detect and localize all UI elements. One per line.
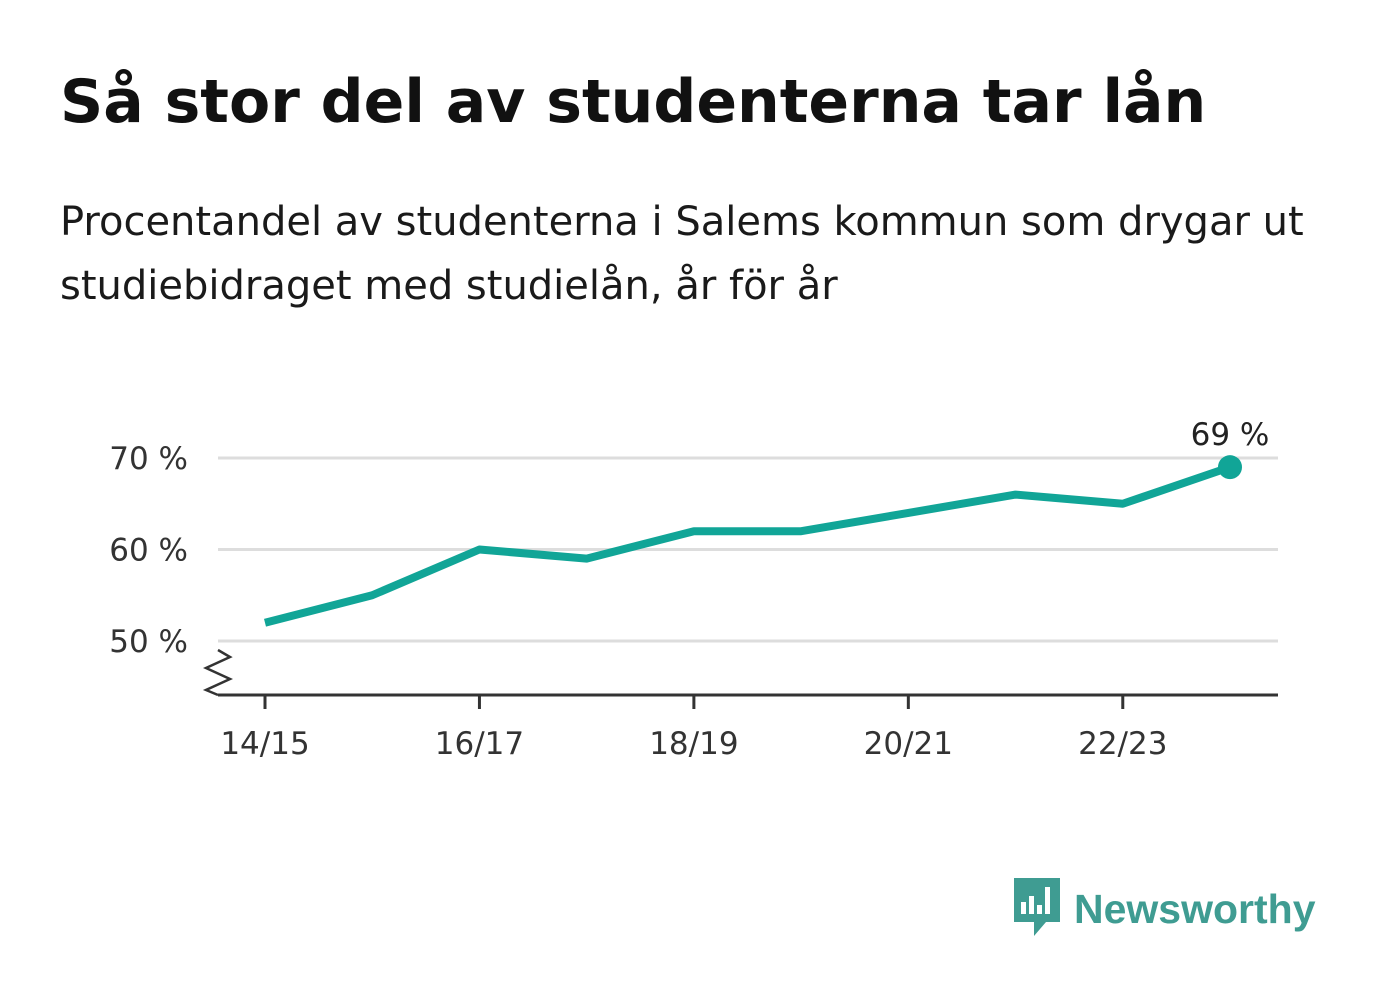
newsworthy-logo-icon	[1012, 876, 1062, 942]
chart-subtitle: Procentandel av studenterna i Salems kom…	[60, 199, 1304, 309]
y-tick-label: 70 %	[109, 441, 188, 477]
x-tick-label: 22/23	[1078, 726, 1167, 762]
y-axis-ticks: 50 % 60 % 70 %	[109, 441, 188, 660]
end-value-label: 69 %	[1191, 417, 1270, 453]
x-tick-label: 16/17	[435, 726, 524, 762]
series-group	[264, 455, 1242, 627]
brand-name: Newsworthy	[1074, 886, 1316, 932]
y-tick-label: 60 %	[109, 533, 188, 569]
axis-break-mark	[202, 648, 234, 697]
brand-logo: Newsworthy	[1012, 878, 1316, 940]
chart-title: Så stor del av studenterna tar lån	[60, 67, 1207, 137]
y-tick-label: 50 %	[109, 624, 188, 660]
x-tick-label: 20/21	[864, 726, 953, 762]
series-line	[264, 463, 1232, 627]
x-axis: 14/15 16/17 18/19 20/21 22/23	[202, 648, 1278, 762]
x-tick-label: 18/19	[649, 726, 738, 762]
end-point-marker	[1218, 455, 1242, 480]
grid-lines	[218, 456, 1278, 643]
data-labels: 69 %	[1191, 417, 1270, 453]
x-tick-label: 14/15	[220, 726, 309, 762]
